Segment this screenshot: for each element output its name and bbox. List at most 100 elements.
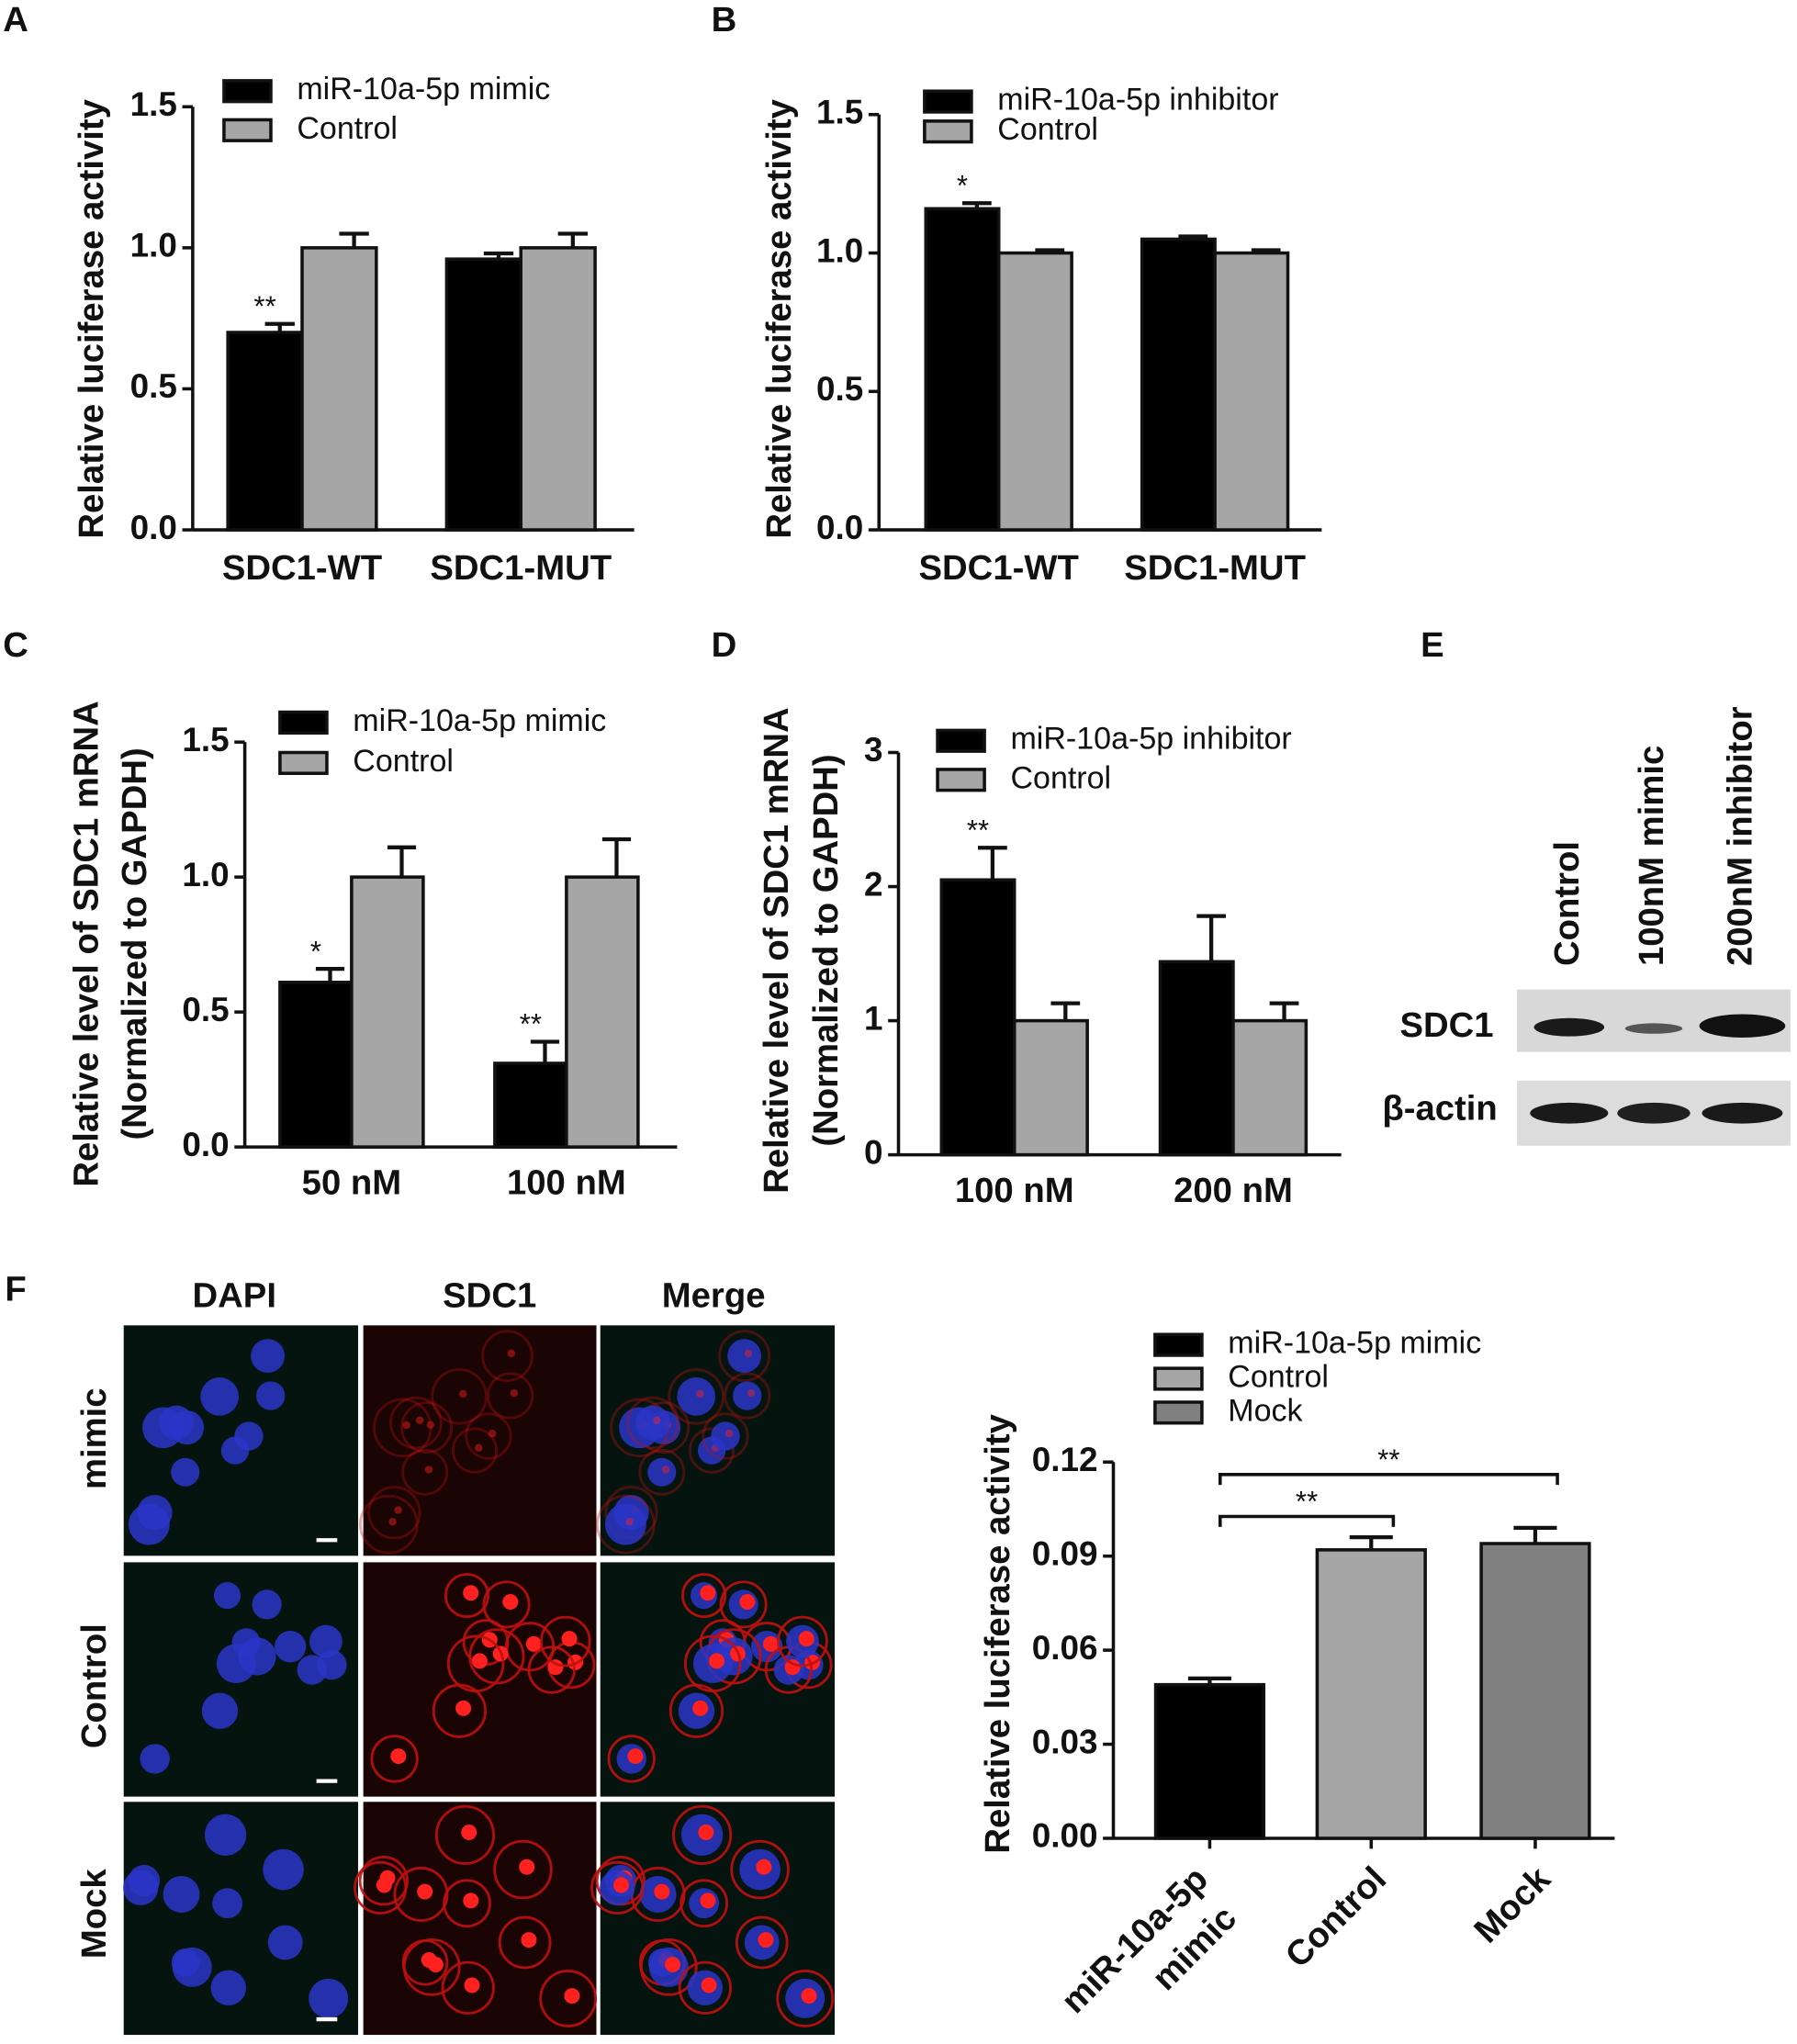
significance-label: **: [253, 290, 275, 322]
legend-label: miR-10a-5p inhibitor: [1010, 722, 1291, 757]
x-tick-label: SDC1-MUT: [430, 548, 612, 588]
bar: [278, 981, 354, 1149]
y-axis-label: (Normalized to GAPDH): [806, 754, 846, 1146]
cell-stain: [672, 1804, 733, 1865]
nucleus: [274, 1631, 307, 1663]
stain-spot: [461, 1824, 477, 1840]
cell-stain: [702, 1412, 749, 1460]
stain-spot: [756, 1859, 772, 1875]
y-tick-label: 0.0: [816, 509, 863, 546]
lane-label: Control: [1547, 841, 1587, 966]
y-tick-label: 0.5: [816, 370, 863, 408]
legend-swatch: [222, 118, 273, 142]
legend-swatch: [1153, 1332, 1204, 1357]
y-axis-label: Relative luciferase activity: [759, 98, 799, 538]
nucleus: [711, 1421, 740, 1451]
nucleus: [234, 1421, 264, 1451]
nucleus: [171, 1457, 200, 1487]
legend-label: miR-10a-5p mimic: [297, 72, 550, 107]
cell-stain: [668, 1368, 724, 1425]
nucleus: [159, 1405, 194, 1441]
stain-spot: [519, 1859, 535, 1875]
stain-spot: [564, 1988, 580, 2005]
error-bar: [557, 231, 588, 248]
stain-spot: [402, 1421, 410, 1430]
cell-stain: [679, 1879, 729, 1928]
cell-stain: [441, 1960, 495, 2015]
band: [1530, 1102, 1609, 1124]
stain-spot: [426, 1421, 435, 1430]
nucleus: [309, 1978, 349, 2018]
nucleus: [140, 1744, 170, 1774]
nucleus: [201, 1692, 239, 1729]
stain-spot: [521, 1932, 537, 1949]
cell-stain: [730, 1839, 790, 1900]
y-tick-label: 0.0: [130, 509, 177, 546]
nucleus: [635, 1405, 670, 1441]
legend-swatch: [936, 768, 986, 792]
cell-stain: [370, 1735, 419, 1783]
stain-spot: [653, 1416, 661, 1424]
y-axis-label: (Normalized to GAPDH): [115, 747, 154, 1140]
cell-stain: [451, 1427, 499, 1474]
stain-spot: [801, 1988, 817, 2005]
nucleus: [210, 1970, 246, 2005]
band: [1699, 1014, 1786, 1039]
nucleus: [251, 1339, 286, 1374]
nucleus: [172, 1947, 212, 1987]
error-bar: [1196, 914, 1227, 962]
cell-stain: [354, 1860, 408, 1915]
cell-stain: [777, 1615, 828, 1668]
lane-label: 100nM mimic: [1632, 746, 1671, 966]
cell-stain: [724, 1372, 771, 1420]
stain-spot: [739, 1593, 756, 1611]
stain-spot: [762, 1635, 779, 1652]
cell-stain: [444, 1573, 489, 1619]
stain-spot: [747, 1389, 756, 1398]
x-tick-label: 100 nM: [507, 1162, 626, 1202]
stain-spot: [665, 1957, 681, 1973]
nucleus: [733, 1381, 762, 1410]
band: [1533, 1017, 1605, 1037]
stain-spot: [471, 1653, 488, 1669]
nucleus: [267, 1925, 303, 1960]
nucleus: [309, 1624, 343, 1658]
y-tick-label: 0.03: [1032, 1723, 1098, 1760]
nucleus: [677, 1377, 715, 1416]
stain-spot: [547, 1659, 564, 1676]
legend-swatch: [1153, 1400, 1204, 1425]
cell-stain: [639, 1937, 698, 1996]
cell-stain: [400, 1401, 453, 1454]
cell-stain: [493, 1839, 553, 1900]
y-tick-label: 0.06: [1032, 1629, 1098, 1667]
cell-stain: [367, 1486, 421, 1540]
legend-label: Control: [1010, 760, 1111, 795]
stain-spot: [459, 1389, 467, 1398]
significance-bracket: [1219, 1514, 1396, 1527]
stain-spot: [701, 1977, 717, 1993]
stain-spot: [698, 1824, 714, 1840]
stain-spot: [474, 1443, 483, 1453]
cell-stain: [678, 1960, 732, 2015]
y-tick-label: 0.09: [1032, 1534, 1098, 1572]
stain-spot: [625, 1518, 634, 1526]
stain-spot: [692, 1700, 709, 1716]
error-bar: [1513, 1525, 1557, 1544]
y-axis-label: Relative luciferase activity: [978, 1413, 1017, 1853]
nucleus: [204, 1814, 247, 1856]
error-bar: [339, 231, 369, 248]
bar: [1153, 1682, 1266, 1840]
bar: [1158, 960, 1235, 1157]
band: [1617, 1102, 1690, 1124]
error-bar: [601, 837, 632, 878]
y-axis-label: Relative luciferase activity: [72, 98, 111, 538]
stain-spot: [415, 1416, 424, 1424]
legend-label: miR-10a-5p inhibitor: [997, 83, 1278, 118]
panel-label: A: [3, 0, 28, 39]
error-bar: [961, 201, 992, 209]
legend-swatch: [1153, 1366, 1204, 1391]
legend-label: Control: [353, 744, 454, 779]
error-bar: [978, 846, 1007, 881]
cell-stain: [540, 1615, 591, 1668]
stain-spot: [525, 1635, 542, 1652]
